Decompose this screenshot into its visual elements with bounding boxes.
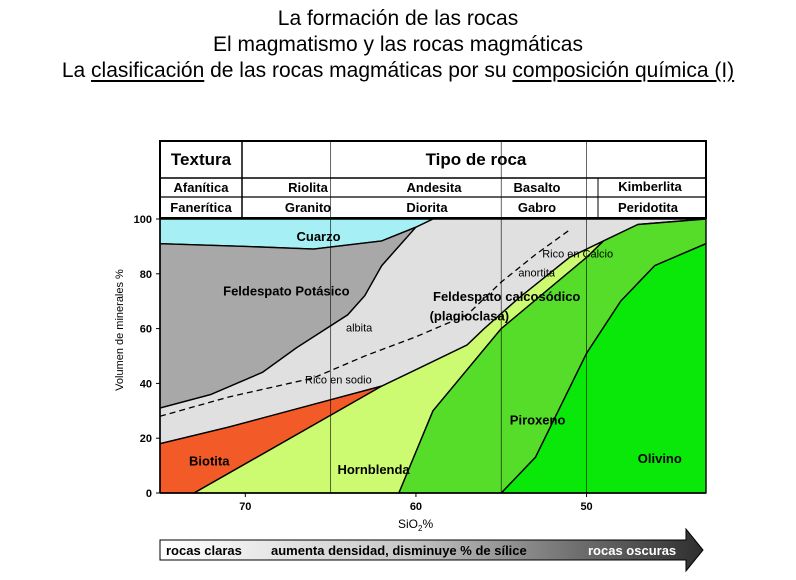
arrow-label-rocas-oscuras: rocas oscuras: [588, 543, 676, 558]
rock-kimberlita: Kimberlita: [618, 179, 682, 194]
label-albita: albita: [346, 322, 373, 334]
y-tick-label-40: 40: [140, 378, 152, 390]
axes: 0 20 40 60 80 100 70 60 50: [134, 214, 706, 513]
y-tick-label-20: 20: [140, 433, 152, 445]
rock-riolita: Riolita: [288, 180, 328, 195]
y-axis-label: Volumen de minerales %: [114, 269, 126, 391]
y-tick-label-80: 80: [140, 269, 152, 281]
arrow-label-rocas-claras: rocas claras: [166, 543, 242, 558]
rock-gabro: Gabro: [518, 200, 556, 215]
x-tick-label-50: 50: [580, 501, 592, 513]
title-line-3: La clasificación de las rocas magmáticas…: [0, 58, 796, 84]
title-line-3-underlined-2: composición química (I): [512, 59, 735, 82]
x-axis-label-suffix: %: [422, 517, 433, 531]
plagioclase-boundary-lines: [159, 229, 570, 417]
title-line-2: El magmatismo y las rocas magmáticas: [213, 33, 583, 56]
boundary-line-1: [159, 229, 570, 417]
label-olivino: Olivino: [638, 451, 682, 466]
x-axis-label: SiO2%: [398, 517, 433, 533]
rock-diorita: Diorita: [406, 200, 448, 215]
label-rico-en-sodio: Rico en sodio: [305, 374, 372, 386]
title-line-1: La formación de las rocas: [277, 7, 519, 30]
x-tick-label-70: 70: [239, 501, 251, 513]
title-block: La formación de las rocas El magmatismo …: [0, 6, 796, 84]
title-line-3-part-1: La: [61, 59, 92, 82]
density-arrow-shape: [159, 527, 704, 573]
table-frame: [159, 140, 707, 219]
rock-table: Textura Tipo de roca Afanítica Fanerític…: [159, 140, 707, 219]
rock-granito: Granito: [285, 200, 331, 215]
texture-afanitica: Afanítica: [174, 180, 230, 195]
title-line-3-part-2: de las rocas magmáticas por su: [204, 59, 513, 82]
label-plagioclasa: (plagioclasa): [430, 308, 509, 323]
texture-header: Textura: [171, 150, 232, 169]
plot-area: Cuarzo Feldespato Potásico albita Rico en s…: [114, 141, 707, 533]
region-olivino: [500, 242, 707, 494]
label-cuarzo: Cuarzo: [297, 229, 341, 244]
label-hornblenda: Hornblenda: [337, 462, 410, 477]
label-biotita: Biotita: [189, 454, 230, 469]
mineral-labels: Cuarzo Feldespato Potásico albita Rico en s…: [189, 229, 682, 477]
y-tick-label-100: 100: [134, 214, 152, 226]
density-arrow: rocas claras aumenta densidad, disminuye…: [159, 527, 704, 573]
mineral-regions: [159, 218, 707, 494]
rock-basalto: Basalto: [514, 180, 561, 195]
rock-boundary-lines: [330, 141, 587, 493]
y-tick-label-0: 0: [146, 488, 152, 500]
label-rico-en-calcio: Rico en Calcio: [542, 248, 613, 260]
x-axis-label-subscript: 2: [418, 524, 423, 533]
label-anortita: anortita: [518, 268, 556, 280]
label-piroxeno: Piroxeno: [510, 413, 566, 428]
x-tick-label-60: 60: [410, 501, 422, 513]
label-feldespato-calcosodico: Feldespato calcosódico: [433, 289, 580, 304]
y-tick-label-60: 60: [140, 324, 152, 336]
rock-type-header: Tipo de roca: [426, 150, 527, 169]
label-feldespato-potasico: Feldespato Potásico: [223, 284, 349, 299]
rock-andesita: Andesita: [407, 180, 463, 195]
x-axis-label-main: SiO: [398, 517, 418, 531]
title-line-3-underlined-1: clasificación: [91, 59, 205, 82]
arrow-label-middle: aumenta densidad, disminuye % de sílice: [271, 543, 527, 558]
texture-faneritica: Fanerítica: [170, 200, 232, 215]
rock-peridotita: Peridotita: [618, 200, 679, 215]
